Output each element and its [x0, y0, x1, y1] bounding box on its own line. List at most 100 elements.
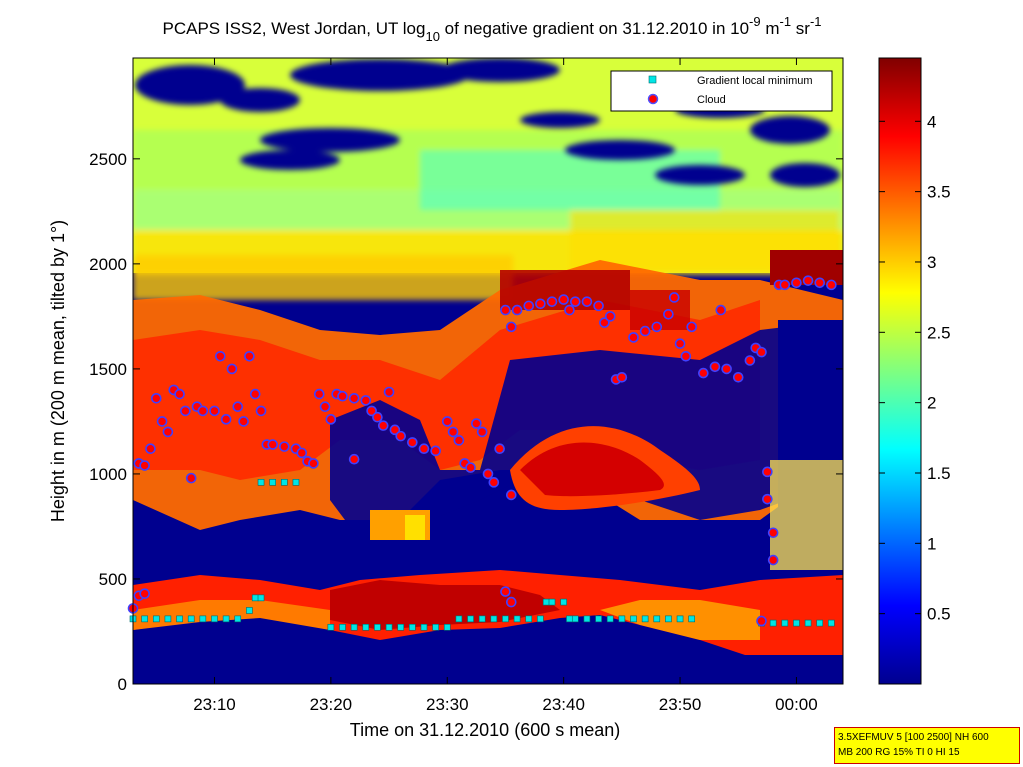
cloud-point	[639, 325, 651, 337]
gradient-minimum-point	[618, 615, 626, 623]
cloud-point	[407, 437, 418, 448]
cloud-point	[564, 304, 575, 316]
cloud-point	[383, 386, 395, 398]
gradient-minimum-point	[548, 598, 556, 606]
cloud-point	[686, 321, 697, 333]
gradient-minimum-point	[525, 615, 533, 623]
gradient-minimum-point	[793, 619, 800, 627]
cloud-point	[156, 416, 168, 427]
gradient-minimum-point	[606, 615, 614, 623]
gradient-minimum-point	[176, 615, 183, 623]
cloud-point	[535, 298, 546, 310]
plot-frame	[132, 57, 844, 685]
cloud-point	[226, 363, 238, 375]
gradient-minimum-point	[164, 615, 172, 623]
info-box: 3.5XEFMUV 5 [100 2500] NH 600 MB 200 RG …	[834, 727, 1020, 764]
gradient-minimum-point	[816, 619, 824, 627]
cloud-point	[523, 300, 535, 312]
gradient-minimum-point	[560, 598, 567, 606]
cloud-point	[430, 445, 441, 457]
gradient-minimum-point	[234, 615, 242, 623]
cloud-point	[360, 395, 372, 406]
cloud-point	[139, 588, 150, 599]
colorbar-tick-label: 1	[927, 534, 936, 553]
gradient-minimum-point	[537, 615, 544, 623]
colorbar-tick-label: 2	[927, 394, 936, 413]
cloud-point	[581, 296, 593, 307]
cloud-point	[604, 311, 616, 322]
cloud-point	[721, 363, 732, 375]
cloud-point	[395, 430, 407, 442]
colorbar-tick-label: 0.5	[927, 605, 951, 624]
cloud-point	[255, 405, 267, 417]
gradient-minimum-point	[292, 479, 300, 486]
gradient-minimum-point	[187, 615, 195, 623]
cloud-point	[488, 477, 500, 488]
gradient-minimum-point	[781, 619, 789, 627]
cloud-point	[348, 453, 360, 465]
colorbar-tick-label: 3.5	[927, 183, 951, 202]
cloud-point	[145, 443, 156, 455]
gradient-minimum-point	[327, 623, 335, 631]
cloud-point	[441, 416, 453, 427]
gradient-minimum-point	[269, 479, 276, 486]
cloud-point	[174, 388, 185, 400]
cloud-point	[680, 350, 692, 362]
cloud-point	[674, 338, 686, 349]
cloud-point	[139, 460, 150, 471]
cloud-point	[569, 296, 581, 307]
cloud-point	[447, 426, 459, 438]
x-tick-label: 00:00	[775, 695, 818, 714]
cloud-point	[313, 388, 325, 400]
gradient-minimum-point	[397, 623, 405, 631]
cloud-point	[180, 405, 191, 417]
cloud-point	[762, 493, 773, 505]
legend-marker-square	[648, 75, 657, 84]
info-line-2: MB 200 RG 15% TI 0 HI 15	[838, 747, 960, 758]
cloud-point	[779, 279, 791, 291]
cloud-point	[709, 361, 721, 373]
gradient-minimum-point	[566, 615, 573, 623]
cloud-point	[756, 346, 767, 358]
gradient-minimum-point	[409, 623, 416, 631]
x-axis-label: Time on 31.12.2010 (600 s mean)	[350, 720, 621, 740]
y-tick-label: 2000	[89, 255, 127, 274]
gradient-minimum-point	[152, 615, 160, 623]
cloud-point	[511, 304, 523, 316]
gradient-minimum-point	[432, 623, 439, 631]
gradient-minimum-point	[420, 623, 428, 631]
cloud-point	[505, 321, 517, 333]
legend-marker-circle	[647, 93, 659, 105]
x-tick-label: 23:10	[193, 695, 236, 714]
cloud-point	[214, 350, 226, 362]
gradient-minimum-point	[222, 615, 230, 623]
cloud-point	[325, 414, 337, 425]
x-tick-label: 23:40	[542, 695, 585, 714]
gradient-minimum-point	[653, 615, 661, 623]
cloud-point	[599, 317, 610, 328]
cloud-point	[366, 405, 377, 417]
y-tick-label: 1500	[89, 360, 127, 379]
colorbar-tick-label: 1.5	[927, 464, 951, 483]
cloud-point	[663, 308, 674, 320]
gradient-minimum-point	[374, 623, 381, 631]
cloud-point	[767, 554, 779, 566]
y-tick-label: 2500	[89, 150, 127, 169]
cloud-point	[389, 424, 401, 436]
cloud-point	[453, 435, 465, 446]
gradient-minimum-point	[542, 598, 550, 606]
colorbar: 0.5 1 1.5 2 2.5 3 3.5 4	[878, 57, 951, 685]
cloud-point	[668, 292, 680, 303]
gradient-minimum-point	[502, 615, 509, 623]
gradient-minimum-point	[246, 607, 253, 614]
cloud-point	[558, 294, 569, 305]
series-cloud	[127, 275, 837, 627]
cloud-point	[802, 275, 814, 286]
colorbar-tick-label: 2.5	[927, 323, 951, 342]
cloud-point	[150, 393, 162, 404]
layer-upper-texture	[133, 130, 843, 300]
x-tick-label: 23:50	[659, 695, 702, 714]
cloud-point	[232, 401, 244, 413]
gradient-minimum-point	[769, 619, 777, 627]
cloud-point	[308, 458, 319, 469]
